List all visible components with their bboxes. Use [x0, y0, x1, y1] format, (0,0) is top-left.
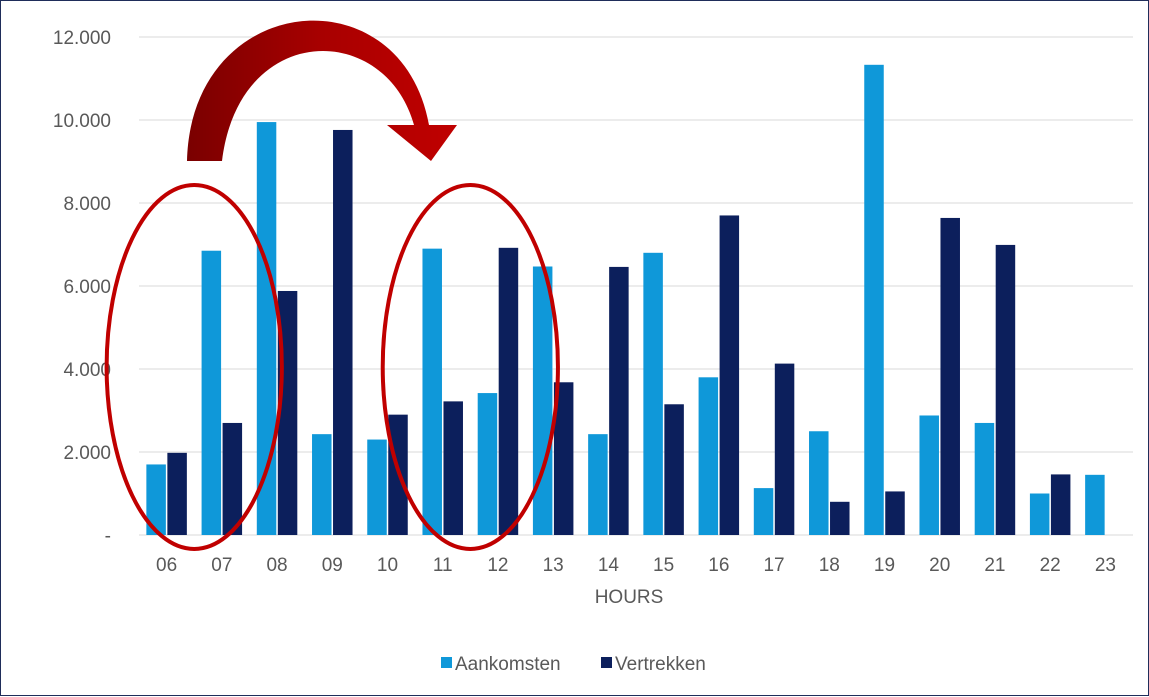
bar-aankomsten-21 — [974, 422, 995, 535]
legend-label-vertrekken: Vertrekken — [615, 654, 706, 675]
bar-vertrekken-07 — [222, 422, 243, 535]
x-tick-label: 08 — [266, 555, 287, 576]
bar-aankomsten-23 — [1085, 474, 1105, 535]
bar-vertrekken-11 — [443, 401, 463, 535]
bar-aankomsten-11 — [422, 248, 442, 535]
bar-aankomsten-08 — [256, 122, 277, 535]
bar-vertrekken-17 — [774, 363, 795, 535]
y-tick-label: 8.000 — [63, 194, 111, 215]
bar-aankomsten-12 — [477, 393, 498, 535]
bar-aankomsten-18 — [809, 431, 829, 535]
bar-aankomsten-16 — [698, 377, 719, 535]
legend: Aankomsten Vertrekken — [441, 654, 706, 675]
bar-vertrekken-20 — [940, 217, 960, 535]
bar-vertrekken-19 — [885, 491, 905, 535]
x-tick-label: 12 — [487, 555, 508, 576]
bar-aankomsten-20 — [919, 415, 939, 535]
x-tick-label: 13 — [543, 555, 564, 576]
y-tick-label: - — [105, 526, 111, 547]
bar-vertrekken-22 — [1050, 474, 1071, 535]
y-tick-label: 12.000 — [53, 28, 111, 49]
bar-vertrekken-13 — [553, 382, 574, 535]
x-tick-label: 19 — [874, 555, 895, 576]
bar-vertrekken-18 — [830, 501, 850, 535]
x-tick-label: 16 — [708, 555, 729, 576]
bar-aankomsten-07 — [201, 250, 222, 535]
bar-aankomsten-14 — [588, 434, 608, 535]
bar-aankomsten-17 — [753, 488, 774, 535]
bar-aankomsten-22 — [1029, 493, 1050, 535]
x-tick-label: 06 — [156, 555, 177, 576]
curved-arrow — [187, 20, 457, 161]
bar-vertrekken-06 — [167, 452, 187, 535]
y-axis-ticks: - 2.000 4.000 6.000 8.000 10.000 12.000 — [53, 28, 111, 547]
x-tick-label: 22 — [1040, 555, 1061, 576]
bar-vertrekken-12 — [498, 247, 519, 535]
bar-vertrekken-09 — [333, 129, 353, 535]
bar-aankomsten-09 — [312, 434, 332, 535]
x-tick-label: 07 — [211, 555, 232, 576]
bar-aankomsten-10 — [367, 439, 387, 535]
x-tick-label: 18 — [819, 555, 840, 576]
y-tick-label: 10.000 — [53, 111, 111, 132]
bars — [146, 64, 1105, 536]
legend-label-aankomsten: Aankomsten — [455, 654, 561, 675]
y-tick-label: 4.000 — [63, 360, 111, 381]
bar-vertrekken-16 — [719, 215, 740, 535]
bar-vertrekken-15 — [664, 404, 684, 535]
x-axis-title: HOURS — [595, 587, 664, 608]
x-tick-label: 21 — [984, 555, 1005, 576]
bar-aankomsten-19 — [864, 64, 884, 536]
bar-aankomsten-15 — [643, 252, 663, 536]
annotations — [104, 20, 560, 551]
x-tick-label: 17 — [763, 555, 784, 576]
x-tick-label: 20 — [929, 555, 950, 576]
y-tick-label: 6.000 — [63, 277, 111, 298]
x-tick-label: 10 — [377, 555, 398, 576]
x-axis-ticks: 06 07 08 09 10 11 12 13 14 15 16 17 18 19 20 21 22 23 — [156, 555, 1116, 576]
bar-aankomsten-13 — [532, 266, 553, 535]
x-tick-label: 09 — [322, 555, 343, 576]
highlight-ellipse — [104, 183, 284, 551]
x-tick-label: 11 — [433, 555, 453, 576]
highlight-ellipse — [380, 183, 560, 551]
legend-swatch-vertrekken — [601, 657, 612, 668]
x-tick-label: 23 — [1095, 555, 1116, 576]
x-tick-label: 14 — [598, 555, 620, 576]
bar-vertrekken-21 — [995, 244, 1016, 536]
bar-aankomsten-06 — [146, 464, 166, 535]
x-tick-label: 15 — [653, 555, 674, 576]
y-tick-label: 2.000 — [63, 443, 111, 464]
bar-vertrekken-14 — [609, 266, 629, 535]
legend-swatch-aankomsten — [441, 657, 452, 668]
